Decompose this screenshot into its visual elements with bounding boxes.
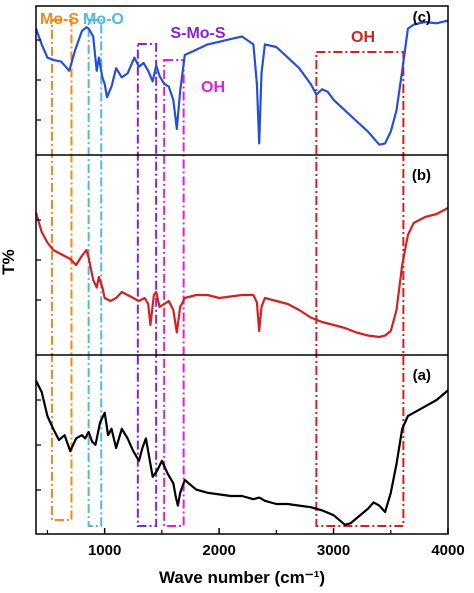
band-box-0 bbox=[51, 19, 73, 521]
panel-label-b: (b) bbox=[412, 167, 431, 184]
x-axis-label: Wave number (cm⁻¹) bbox=[159, 568, 325, 587]
band-label-3: OH bbox=[201, 79, 225, 96]
x-tick-label: 4000 bbox=[431, 542, 464, 559]
x-tick-label: 3000 bbox=[317, 542, 350, 559]
x-tick-label: 1000 bbox=[88, 542, 121, 559]
band-label-1: Mo-O bbox=[83, 11, 124, 28]
series-line-a bbox=[35, 380, 449, 526]
series-line-c bbox=[34, 19, 449, 146]
band-label-2: S-Mo-S bbox=[170, 25, 225, 42]
series-line-b bbox=[34, 207, 449, 339]
band-label-0: Mo-S bbox=[40, 11, 79, 28]
bands-layer bbox=[51, 19, 405, 527]
ticks-layer: 1000 2000 3000 4000 bbox=[36, 39, 465, 559]
band-box-1 bbox=[87, 19, 103, 527]
panel-label-a: (a) bbox=[413, 367, 431, 384]
band-box-4 bbox=[315, 51, 405, 527]
band-box-3 bbox=[163, 59, 185, 527]
band-label-4: OH bbox=[351, 29, 375, 46]
band-box-2 bbox=[136, 43, 158, 527]
y-axis-label: T% bbox=[0, 249, 18, 275]
series-layer bbox=[34, 19, 449, 526]
x-tick-label: 2000 bbox=[202, 542, 235, 559]
labels-layer: (a) (b) (c) Mo-S Mo-O S-Mo-S OH OH bbox=[40, 9, 431, 384]
plot-frame bbox=[35, 5, 449, 535]
panel-label-c: (c) bbox=[413, 9, 431, 26]
